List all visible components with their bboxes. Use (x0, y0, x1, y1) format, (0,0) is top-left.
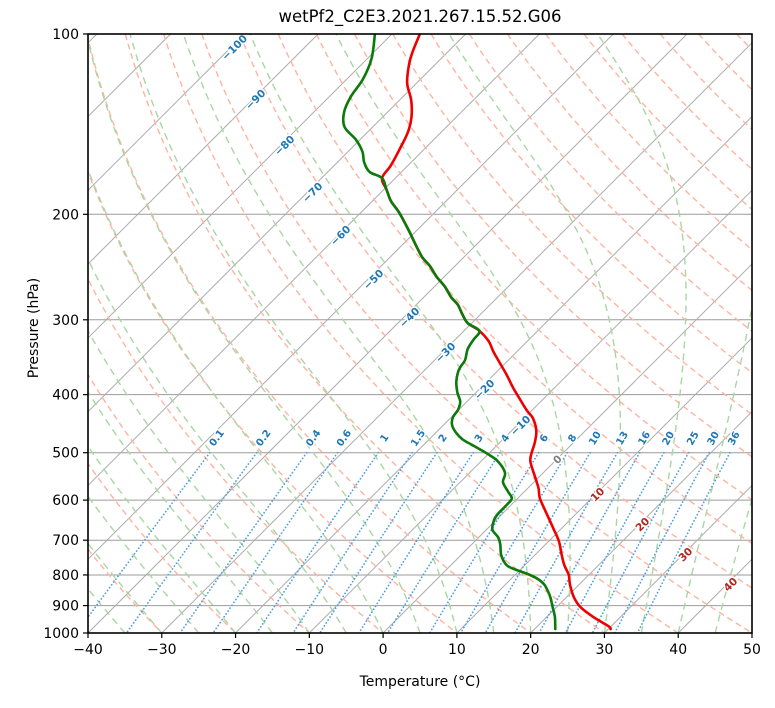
svg-text:25: 25 (685, 430, 701, 448)
svg-text:0.2: 0.2 (254, 428, 273, 449)
x-tick-label: −30 (147, 642, 177, 658)
svg-text:−60: −60 (328, 223, 353, 248)
x-tick-label: 10 (448, 642, 466, 658)
svg-text:36: 36 (726, 430, 742, 448)
svg-text:6: 6 (538, 433, 551, 445)
y-tick-label: 200 (52, 207, 79, 223)
svg-text:0.1: 0.1 (208, 428, 227, 449)
svg-text:−50: −50 (361, 267, 386, 292)
svg-text:1: 1 (379, 432, 392, 444)
svg-text:4: 4 (499, 433, 512, 445)
svg-text:10: 10 (588, 485, 607, 504)
x-tick-label: 20 (522, 642, 540, 658)
svg-text:0.6: 0.6 (335, 428, 354, 449)
chart-title: wetPf2_C2E3.2021.267.15.52.G06 (278, 7, 562, 26)
x-tick-label: −20 (221, 642, 251, 658)
svg-text:16: 16 (637, 430, 654, 448)
svg-text:13: 13 (614, 430, 631, 448)
mixing-ratio-lines (88, 451, 731, 633)
x-tick-label: −40 (73, 642, 103, 658)
y-tick-label: 700 (52, 533, 79, 549)
svg-text:1.5: 1.5 (409, 428, 428, 449)
moist-adiabats (88, 34, 752, 633)
x-tick-label: 40 (669, 642, 687, 658)
y-tick-marks: 100 200 300 400 500 600 700 800 900 1000 (43, 27, 88, 642)
x-tick-label: 30 (596, 642, 614, 658)
dewpoint-curve (341, 34, 557, 631)
temperature-curve (380, 34, 612, 631)
svg-text:2: 2 (437, 433, 450, 445)
isobar-gridlines (88, 34, 752, 633)
y-tick-label: 100 (52, 27, 79, 43)
svg-text:−70: −70 (300, 180, 325, 205)
y-tick-label: 400 (52, 388, 79, 404)
y-tick-label: 500 (52, 446, 79, 462)
svg-text:−80: −80 (272, 133, 297, 158)
x-tick-label: 0 (379, 642, 388, 658)
svg-text:10: 10 (587, 430, 604, 448)
y-tick-label: 300 (52, 313, 79, 329)
y-tick-label: 800 (52, 568, 79, 584)
dry-adiabats (88, 34, 752, 633)
x-axis-label: Temperature (°C) (359, 674, 481, 690)
svg-text:0: 0 (551, 453, 565, 467)
x-tick-label: −10 (295, 642, 325, 658)
svg-text:−30: −30 (433, 340, 458, 365)
x-tick-marks: −40 −30 −20 −10 0 10 20 30 40 50 (73, 633, 761, 658)
x-tick-label: 50 (743, 642, 761, 658)
svg-text:0.4: 0.4 (304, 428, 323, 449)
isotherm-lines (88, 34, 752, 633)
svg-text:8: 8 (566, 433, 579, 445)
svg-text:−10: −10 (508, 413, 533, 438)
y-tick-label: 600 (52, 493, 79, 509)
plot-area: −100−90−80−70−60−50−40−30−20−10010203040… (88, 34, 752, 633)
svg-text:40: 40 (721, 575, 740, 594)
svg-text:30: 30 (706, 430, 722, 448)
y-tick-label: 1000 (43, 626, 79, 642)
axes: −40 −30 −20 −10 0 10 20 30 40 5010020030040050060… (43, 27, 761, 658)
y-tick-label: 900 (52, 599, 79, 615)
